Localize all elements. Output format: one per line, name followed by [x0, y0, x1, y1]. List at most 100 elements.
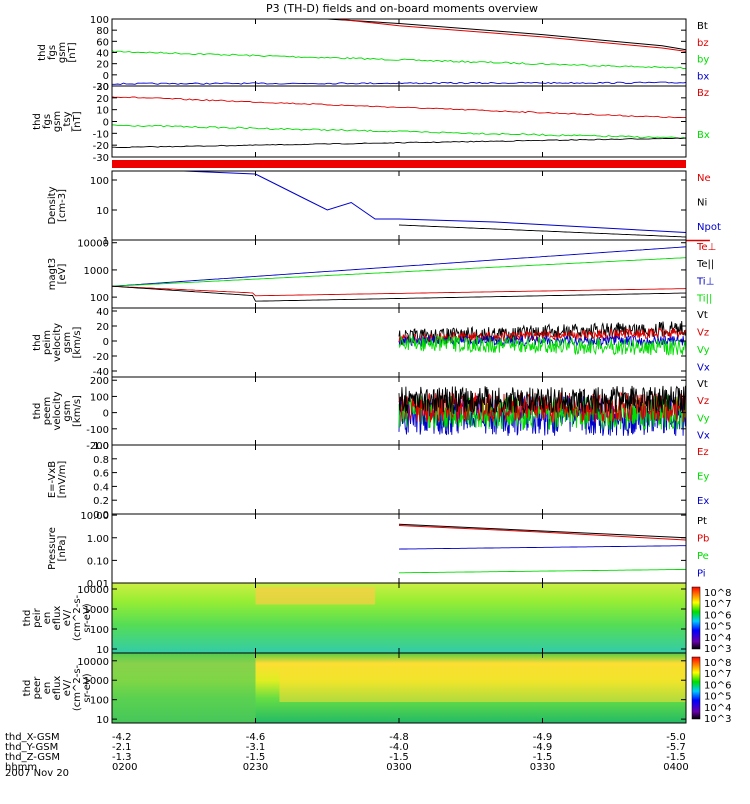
y-axis-label: peim — [42, 330, 53, 355]
y-axis-label: _tsy — [62, 111, 73, 132]
series-Bt — [327, 18, 687, 51]
footer-value: -4.0 — [389, 742, 409, 753]
colorbar2-bar — [691, 656, 701, 720]
spectrogram-1 — [112, 583, 686, 653]
colorbar2-label: 10^6 — [704, 680, 731, 691]
series-Vy — [398, 334, 687, 356]
y-axis-label: thd — [22, 680, 33, 697]
panel-frame — [111, 85, 687, 158]
series-bz — [336, 18, 687, 52]
footer-value: -4.2 — [112, 732, 132, 743]
colorbar1-label: 10^4 — [704, 633, 731, 644]
panel-7: 200 100 0 -100 -200 thd peem velocity gsm [km/s] V… — [32, 376, 710, 452]
footer-value: 0330 — [530, 762, 555, 773]
series-Bx — [111, 124, 687, 140]
y-axis-label: fgs — [42, 114, 53, 129]
panel-11: 10000 1000 100 10 thd peer en eflux eV/(cm^2-s-s… — [22, 652, 687, 726]
y-tick-label: 0 — [103, 409, 109, 420]
legend-Ne: Ne — [697, 173, 711, 184]
y-axis-label: eflux — [52, 676, 63, 701]
y-axis-label: thd — [32, 113, 43, 130]
series-Vt-2 — [398, 385, 687, 414]
footer-date: 2007 Nov 20 — [5, 768, 69, 779]
y-axis-label: velocity — [52, 391, 63, 430]
series-by — [111, 50, 687, 70]
y-axis-label: E=-VxB — [47, 461, 58, 498]
panel-8: 1.0 0.8 0.6 0.4 0.2 0.0 E=-VxB [mV/m] Ez Ey Ex — [47, 441, 709, 521]
colorbar1-label: 10^5 — [704, 622, 731, 633]
spectro-yellow-band — [279, 670, 686, 702]
y-tick-label: 100 — [90, 176, 109, 187]
colorbar2-label: 10^7 — [704, 669, 731, 680]
y-axis-label: Density — [47, 186, 58, 224]
y-tick-label: 0 — [103, 71, 109, 82]
y-tick-label: 1000 — [84, 605, 109, 616]
y-axis-label: eflux — [52, 606, 63, 631]
footer-value: 0300 — [386, 762, 411, 773]
y-tick-label: 100 — [90, 696, 109, 707]
legend-bx: bx — [697, 72, 709, 83]
legend-Ez: Ez — [697, 447, 709, 458]
footer-row-label: hhmm — [5, 762, 37, 773]
y-axis-label: peem — [42, 397, 53, 425]
legend-Ni: Ni — [697, 197, 707, 208]
colorbar1-label: 10^8 — [704, 588, 731, 599]
panel-frame — [111, 18, 687, 87]
colorbar2: 10^810^710^610^510^410^3 — [691, 656, 731, 725]
series-Bz — [111, 96, 687, 119]
y-axis-label: [km/s] — [72, 395, 83, 427]
spectro-early-green — [112, 653, 256, 723]
y-tick-label: -30 — [93, 153, 109, 164]
y-tick-label: 10000 — [77, 657, 109, 668]
legend-Npot: Npot — [697, 222, 721, 233]
series-Vz — [398, 327, 687, 344]
legend-Pi: Pi — [697, 568, 706, 579]
footer-value: -2.1 — [112, 742, 132, 753]
y-tick-label: 1.0 — [93, 441, 109, 452]
y-tick-label: 0.2 — [93, 496, 109, 507]
y-tick-label: 0.01 — [87, 579, 109, 590]
y-tick-label: 20 — [96, 322, 109, 333]
legend-Vy: Vy — [697, 345, 710, 356]
y-tick-label: 0.4 — [93, 482, 109, 493]
legend-Ex: Ex — [697, 496, 709, 507]
y-axis-label: (cm^2-s- — [72, 594, 83, 641]
panel-4: 100 10 1 Density [cm-3] Ne Ni Npot — [47, 170, 721, 247]
y-tick-label: 10 — [96, 645, 109, 656]
legend-Ti⊥: Ti⊥ — [696, 276, 714, 287]
legend-Vz: Vz — [697, 327, 709, 338]
panel-6: 40 20 0 -20 -40 thd peim velocity gsm [km/s] Vt Vz V… — [32, 307, 710, 378]
y-tick-label: 60 — [96, 37, 109, 48]
y-tick-label: 1000 — [84, 266, 109, 277]
footer-value: -4.9 — [533, 742, 553, 753]
footer-value: -1.5 — [533, 752, 553, 763]
y-axis-label: en — [42, 682, 53, 695]
series-Vz-2 — [398, 391, 687, 423]
footer-row-label: thd_Z-GSM — [5, 752, 60, 763]
y-axis-label: eV/ — [62, 609, 73, 626]
y-tick-label: -20 — [93, 352, 109, 363]
series-Pi — [399, 568, 687, 574]
y-tick-label: 10 — [96, 106, 109, 117]
y-tick-label: 100 — [90, 392, 109, 403]
y-axis-label: gsm — [57, 42, 68, 63]
y-tick-label: 0 — [103, 337, 109, 348]
panel-10: 10000 1000 100 10 thd peir en eflux eV/(cm^2-s-s… — [22, 582, 687, 656]
y-axis-label: peir — [32, 607, 43, 627]
y-axis-label: gsm — [62, 400, 73, 421]
footer-value: -1.3 — [112, 752, 132, 763]
series-Te-par — [111, 285, 686, 302]
y-tick-label: 0.8 — [93, 455, 109, 466]
y-tick-label: -40 — [93, 367, 109, 378]
y-axis-label: en — [42, 612, 53, 625]
footer-value: 0400 — [663, 762, 688, 773]
footer-value: -1.5 — [389, 752, 409, 763]
y-tick-label: 80 — [96, 26, 109, 37]
colorbar2-label: 10^8 — [704, 658, 731, 669]
series-Ni — [398, 224, 687, 238]
colorbar1-label: 10^7 — [704, 599, 731, 610]
y-tick-label: 1 — [103, 236, 109, 247]
legend-Vt: Vt — [697, 310, 708, 321]
legend-Te||: Te|| — [696, 259, 714, 270]
